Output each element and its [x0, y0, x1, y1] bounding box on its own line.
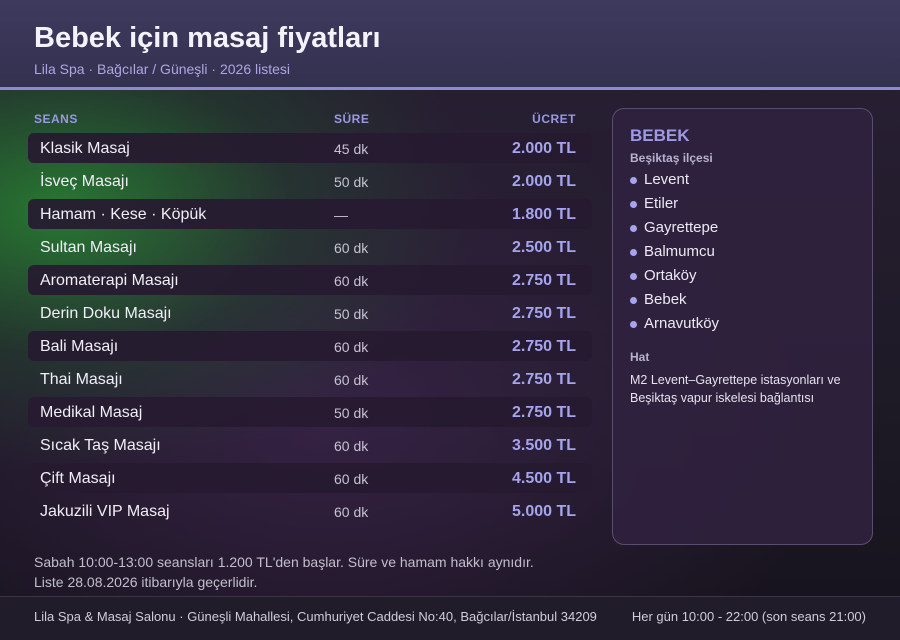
neighborhood-label: Etiler: [644, 195, 679, 212]
service-price: 4.500 TL: [511, 470, 576, 487]
service-price: 2.750 TL: [511, 305, 576, 322]
table-row: Çift Masajı 60 dk 4.500 TL: [28, 463, 592, 493]
service-duration: 60 dk: [334, 504, 369, 520]
neighborhood-list: Levent Etiler Gayrettepe Balmumcu Ortaköy Beb…: [630, 170, 719, 338]
location-panel: BEBEK Beşiktaş ilçesi Levent Etiler Gayret…: [612, 108, 873, 545]
service-duration: 50 dk: [334, 405, 369, 421]
footer-hours: Her gün 10:00 - 22:00 (son seans 21:00): [631, 609, 866, 624]
service-duration: 60 dk: [334, 438, 369, 454]
neighborhood-item: Etiler: [630, 194, 719, 218]
neighborhood-label: Balmumcu: [644, 243, 715, 260]
service-name: Çift Masajı: [40, 470, 116, 487]
service-duration: 50 dk: [334, 306, 369, 322]
neighborhood-label: Arnavutköy: [644, 315, 720, 332]
service-duration: 60 dk: [334, 471, 369, 487]
service-price: 2.000 TL: [511, 173, 576, 190]
price-table: SEANS SÜRE ÜCRET Klasik Masaj 45 dk 2.000 …: [28, 108, 592, 526]
neighborhood-item: Bebek: [630, 290, 719, 314]
bullet-dot-icon: [630, 201, 637, 208]
neighborhood-item: Levent: [630, 170, 719, 194]
neighborhood-label: Ortaköy: [644, 267, 697, 284]
service-name: Sıcak Taş Masajı: [40, 437, 161, 454]
service-price: 1.800 TL: [511, 206, 576, 223]
service-duration: —: [334, 207, 348, 223]
service-name: Thai Masajı: [40, 371, 123, 388]
table-row: İsveç Masajı 50 dk 2.000 TL: [28, 166, 592, 196]
neighborhood-label: Levent: [644, 171, 690, 188]
page-subtitle: Lila Spa · Bağcılar / Güneşli · 2026 lis…: [34, 61, 291, 77]
service-name: Sultan Masajı: [40, 239, 137, 256]
table-row: Jakuzili VIP Masaj 60 dk 5.000 TL: [28, 496, 592, 526]
neighborhood-label: Gayrettepe: [644, 219, 719, 236]
table-row: Thai Masajı 60 dk 2.750 TL: [28, 364, 592, 394]
page-header: Bebek için masaj fiyatları Lila Spa · Ba…: [0, 0, 900, 90]
service-name: Derin Doku Masajı: [40, 305, 172, 322]
pricing-note: Sabah 10:00-13:00 seansları 1.200 TL'den…: [34, 552, 534, 592]
location-title: BEBEK: [630, 126, 690, 145]
service-price: 2.750 TL: [511, 272, 576, 289]
bullet-dot-icon: [630, 249, 637, 256]
service-duration: 50 dk: [334, 174, 369, 190]
service-name: İsveç Masajı: [40, 173, 129, 190]
service-name: Jakuzili VIP Masaj: [40, 503, 170, 520]
service-price: 5.000 TL: [511, 503, 576, 520]
service-price: 2.750 TL: [511, 371, 576, 388]
service-price: 2.000 TL: [511, 140, 576, 157]
neighborhood-item: Balmumcu: [630, 242, 719, 266]
location-district: Beşiktaş ilçesi: [630, 151, 713, 165]
column-header-ucret: ÜCRET: [532, 112, 576, 126]
page-footer: Lila Spa & Masaj Salonu · Güneşli Mahall…: [0, 596, 900, 640]
service-name: Aromaterapi Masajı: [40, 272, 179, 289]
service-duration: 60 dk: [334, 339, 369, 355]
table-row: Hamam · Kese · Köpük — 1.800 TL: [28, 199, 592, 229]
pricing-note-line: Sabah 10:00-13:00 seansları 1.200 TL'den…: [34, 554, 534, 570]
service-duration: 60 dk: [334, 240, 369, 256]
bullet-dot-icon: [630, 177, 637, 184]
column-header-seans: SEANS: [34, 112, 78, 126]
service-name: Medikal Masaj: [40, 404, 143, 421]
bullet-dot-icon: [630, 321, 637, 328]
table-row: Aromaterapi Masajı 60 dk 2.750 TL: [28, 265, 592, 295]
service-duration: 60 dk: [334, 273, 369, 289]
bullet-dot-icon: [630, 297, 637, 304]
service-price: 2.500 TL: [511, 239, 576, 256]
neighborhood-label: Bebek: [644, 291, 687, 308]
service-name: Bali Masajı: [40, 338, 119, 355]
table-header: SEANS SÜRE ÜCRET: [28, 108, 592, 130]
table-body: Klasik Masaj 45 dk 2.000 TL İsveç Masajı 50 …: [28, 133, 592, 526]
neighborhood-item: Arnavutköy: [630, 314, 719, 338]
table-row: Bali Masajı 60 dk 2.750 TL: [28, 331, 592, 361]
transit-label: Hat: [630, 350, 650, 364]
service-duration: 60 dk: [334, 372, 369, 388]
table-row: Sıcak Taş Masajı 60 dk 3.500 TL: [28, 430, 592, 460]
service-name: Hamam · Kese · Köpük: [40, 206, 207, 223]
neighborhood-item: Ortaköy: [630, 266, 719, 290]
bullet-dot-icon: [630, 273, 637, 280]
table-row: Sultan Masajı 60 dk 2.500 TL: [28, 232, 592, 262]
transit-description: M2 Levent–Gayrettepe istasyonları ve Beş…: [630, 373, 841, 405]
column-header-sure: SÜRE: [334, 112, 370, 126]
service-price: 3.500 TL: [511, 437, 576, 454]
service-price: 2.750 TL: [511, 404, 576, 421]
table-row: Klasik Masaj 45 dk 2.000 TL: [28, 133, 592, 163]
table-row: Derin Doku Masajı 50 dk 2.750 TL: [28, 298, 592, 328]
pricing-note-line: Liste 28.08.2026 itibarıyla geçerlidir.: [34, 574, 258, 590]
service-price: 2.750 TL: [511, 338, 576, 355]
bullet-dot-icon: [630, 225, 637, 232]
page-title: Bebek için masaj fiyatları: [34, 22, 381, 54]
service-name: Klasik Masaj: [40, 140, 130, 157]
service-duration: 45 dk: [334, 141, 369, 157]
neighborhood-item: Gayrettepe: [630, 218, 719, 242]
table-row: Medikal Masaj 50 dk 2.750 TL: [28, 397, 592, 427]
footer-address: Lila Spa & Masaj Salonu · Güneşli Mahall…: [34, 609, 597, 624]
